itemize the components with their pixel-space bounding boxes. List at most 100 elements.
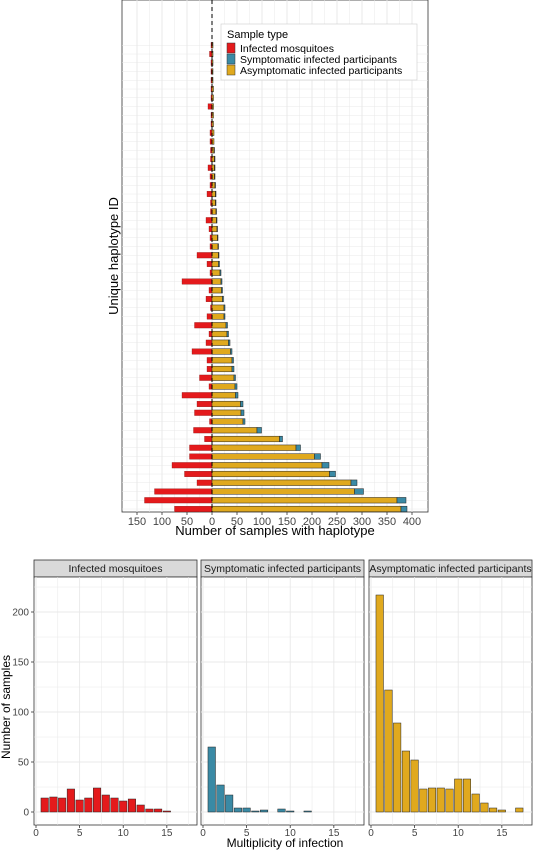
moi-bar [75, 799, 84, 813]
moi-bar [93, 787, 102, 813]
mosquito-bar [196, 479, 213, 486]
moi-bar [225, 794, 234, 813]
mosquito-bar [206, 261, 213, 267]
moi-bar [419, 788, 428, 813]
symptomatic-bar [350, 479, 358, 486]
symptomatic-bar [242, 418, 246, 425]
symptomatic-bar [233, 374, 236, 381]
symptomatic-bar [321, 462, 330, 469]
asymptomatic-bar [211, 409, 242, 416]
symptomatic-bar [223, 304, 226, 311]
symptomatic-bar [215, 190, 217, 198]
facet-title: Symptomatic infected participants [204, 563, 361, 575]
symptomatic-bar [279, 435, 283, 443]
asymptomatic-bar [211, 427, 258, 434]
symptomatic-bar [221, 287, 223, 294]
asymptomatic-bar [211, 304, 225, 311]
y-tick-label: 200 [12, 608, 29, 619]
mosquito-bar [181, 392, 213, 399]
asymptomatic-bar [211, 129, 215, 136]
mosquito-bar [206, 357, 213, 364]
moi-bar [471, 793, 480, 813]
x-tick-label: 15 [496, 828, 508, 839]
moi-bar [233, 807, 242, 813]
haplotype-bars [144, 42, 408, 513]
mosquito-bar [193, 427, 213, 434]
moi-bar [66, 788, 75, 813]
asymptomatic-bar [211, 295, 223, 303]
legend-swatch-symptomatic [226, 53, 236, 65]
symptomatic-bar [240, 400, 244, 408]
symptomatic-bar [240, 409, 245, 416]
asymptomatic-bar [211, 435, 280, 443]
asymptomatic-bar [211, 365, 233, 373]
mosquito-bar [144, 497, 213, 504]
x-tick-label: 0 [209, 516, 215, 528]
facet-panel: Symptomatic infected participants 0 5 10 15 [200, 559, 365, 839]
asymptomatic-bar [211, 287, 222, 294]
moi-y-axis-label: Number of samples [0, 655, 13, 759]
moi-bar [454, 778, 463, 813]
x-tick-label: 15 [161, 828, 173, 839]
symptomatic-bar [225, 322, 228, 329]
asymptomatic-bar [211, 348, 231, 355]
symptomatic-bar [216, 217, 218, 224]
moi-bar [40, 797, 49, 813]
moi-y-ticks: 0 50 100 150 200 [12, 608, 34, 819]
moi-bar [428, 787, 437, 813]
x-tick-label: 150 [128, 516, 146, 528]
asymptomatic-bar [211, 453, 315, 460]
mosquito-bar [171, 462, 213, 469]
moi-bar [489, 807, 498, 813]
moi-bar [58, 797, 67, 813]
moi-bar [242, 807, 251, 813]
x-tick-label: 15 [328, 828, 340, 839]
moi-bar [251, 810, 260, 813]
asymptomatic-bar [211, 322, 227, 329]
asymptomatic-bar [211, 120, 214, 128]
symptomatic-bar [235, 392, 239, 399]
mosquito-bar [206, 313, 213, 320]
symptomatic-bar [220, 278, 223, 285]
moi-bar [136, 804, 145, 813]
moi-bar [110, 797, 119, 813]
x-tick-label: 0 [33, 828, 39, 839]
asymptomatic-bar [211, 392, 236, 399]
haplotype-x-ticks: 150 100 50 0 50 100 150 200 250 300 350 400 [128, 512, 421, 528]
facet-plot-area [200, 576, 365, 826]
moi-bar [127, 798, 136, 813]
symptomatic-bar [214, 155, 216, 163]
y-tick-label: 0 [23, 808, 29, 819]
asymptomatic-bar [211, 462, 323, 469]
mosquito-bar [205, 217, 213, 224]
asymptomatic-bar [211, 330, 228, 338]
symptomatic-bar [396, 497, 407, 504]
mosquito-bar [196, 252, 213, 259]
moi-bar [515, 807, 524, 813]
symptomatic-bar [234, 383, 238, 390]
moi-bar [462, 778, 471, 813]
facet-title: Asymptomatic infected participants [369, 563, 531, 575]
moi-bar [154, 808, 163, 813]
mosquito-bar [206, 366, 213, 372]
y-tick-label: 100 [12, 708, 29, 719]
x-tick-label: 50 [181, 516, 193, 528]
moi-bar [393, 722, 402, 813]
asymptomatic-bar [211, 217, 217, 224]
asymptomatic-bar [211, 252, 219, 259]
x-tick-label: 10 [453, 828, 465, 839]
haplotype-y-axis-label: Unique haplotype ID [106, 197, 121, 315]
facet-panel: Infected mosquitoes 0 5 10 15 [33, 559, 198, 839]
symptomatic-bar [216, 225, 218, 233]
x-tick-label: 300 [353, 516, 371, 528]
asymptomatic-bar [211, 234, 218, 241]
mosquito-bar [205, 296, 213, 302]
asymptomatic-bar [211, 94, 214, 101]
x-tick-label: 50 [231, 516, 243, 528]
asymptomatic-bar [211, 418, 244, 425]
symptomatic-bar [223, 313, 226, 320]
asymptomatic-bar [211, 190, 216, 198]
